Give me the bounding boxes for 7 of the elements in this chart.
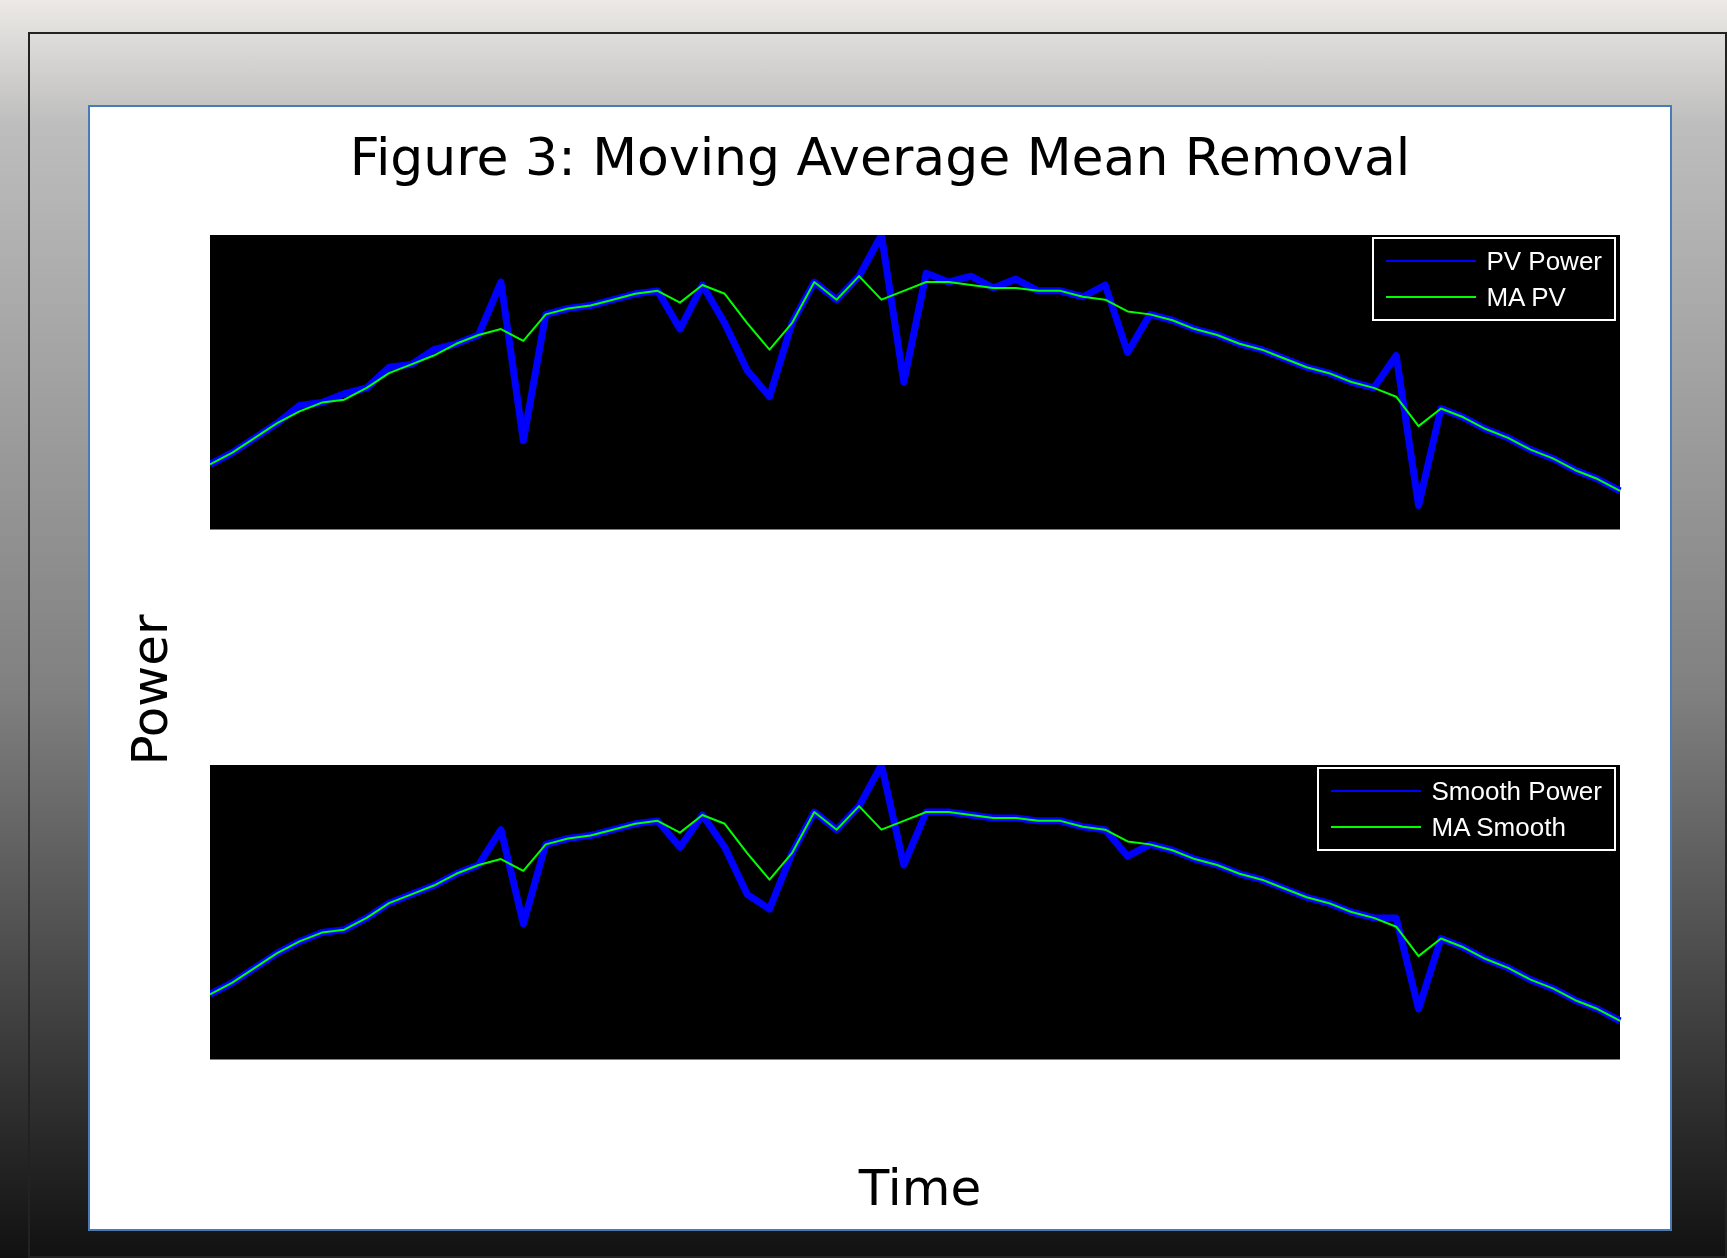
legend-label: PV Power: [1486, 245, 1602, 277]
x-axis-title: Time: [857, 1159, 983, 1217]
legend-label: Smooth Power: [1431, 775, 1602, 807]
legend-label: MA Smooth: [1431, 811, 1566, 843]
y-axis-title: Power: [121, 614, 179, 766]
legend-label: MA PV: [1486, 281, 1566, 313]
chart-title: Figure 3: Moving Average Mean Removal: [348, 127, 1412, 187]
